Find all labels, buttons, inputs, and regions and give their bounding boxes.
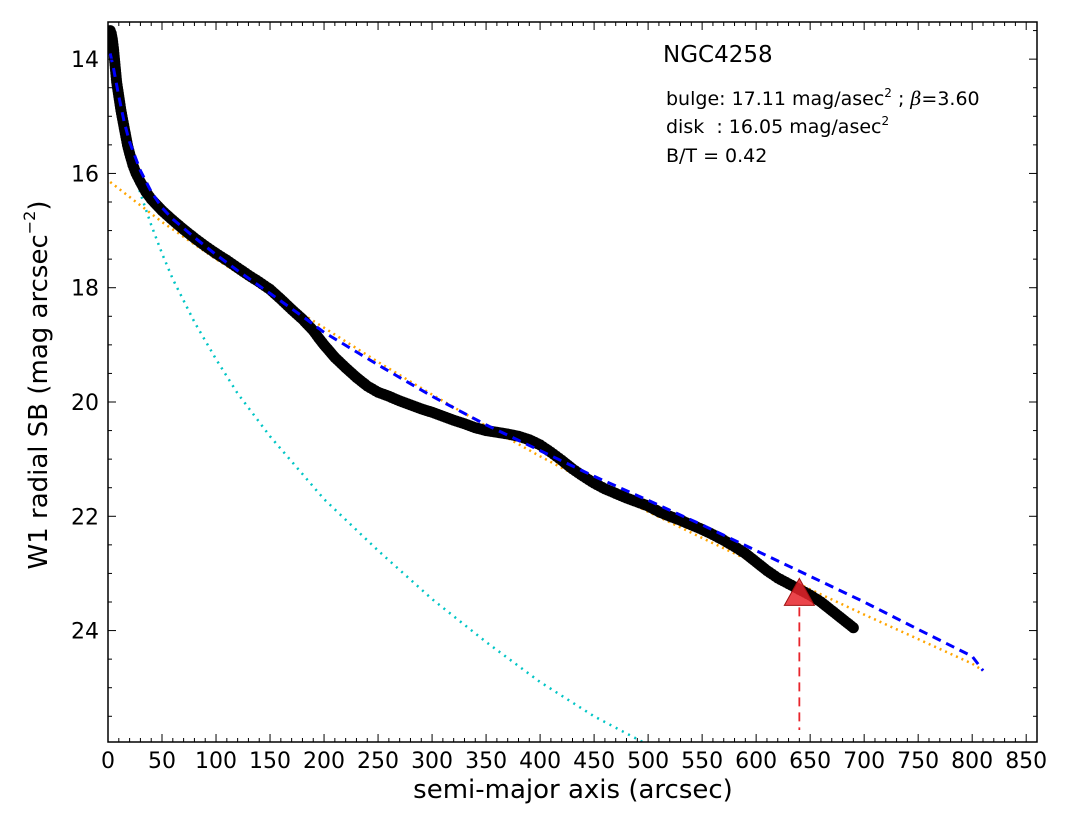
x-tick-label: 600 (735, 749, 777, 774)
observed-point (847, 622, 859, 634)
series-layer (108, 25, 985, 742)
x-tick-label: 200 (303, 749, 345, 774)
x-tick-label: 750 (897, 749, 939, 774)
y-axis-label: W1 radial SB (mag arcsec−2) (20, 201, 54, 570)
x-tick-label: 300 (411, 749, 453, 774)
bulge-annotation: bulge: 17.11 mag/asec2 ; β=3.60 (666, 86, 980, 110)
x-tick-label: 500 (627, 749, 669, 774)
y-tick-label: 14 (71, 48, 99, 73)
y-tick-label: 24 (71, 620, 99, 645)
disk-annotation: disk : 16.05 mag/asec2 (666, 114, 889, 138)
total-model-line (108, 53, 985, 672)
x-tick-label: 50 (148, 749, 176, 774)
x-tick-label: 450 (573, 749, 615, 774)
x-tick-label: 850 (1005, 749, 1047, 774)
bulge-component-line (108, 53, 644, 742)
x-tick-label: 0 (101, 749, 115, 774)
y-tick-label: 16 (71, 162, 99, 187)
x-tick-label: 100 (195, 749, 237, 774)
plot-frame (107, 21, 1038, 743)
x-tick-label: 350 (465, 749, 507, 774)
x-tick-label: 700 (843, 749, 885, 774)
x-tick-label: 150 (249, 749, 291, 774)
bt-annotation: B/T = 0.42 (666, 145, 767, 167)
x-tick-label: 400 (519, 749, 561, 774)
ticks-layer (107, 22, 1038, 742)
labels-layer: 0 50 100 150 200 250 300 350 400 450 500 550 600 650 7… (71, 48, 1047, 774)
y-tick-label: 18 (71, 277, 99, 302)
x-axis-label: semi-major axis (arcsec) (413, 775, 733, 805)
x-tick-label: 250 (357, 749, 399, 774)
marker-layer (783, 577, 816, 730)
y-tick-label: 22 (71, 505, 99, 530)
x-tick-label: 550 (681, 749, 723, 774)
x-tick-label: 800 (951, 749, 993, 774)
y-tick-label: 20 (71, 391, 99, 416)
chart-title: NGC4258 (663, 42, 773, 68)
x-tick-label: 650 (789, 749, 831, 774)
radius-marker-triangle (783, 577, 816, 606)
